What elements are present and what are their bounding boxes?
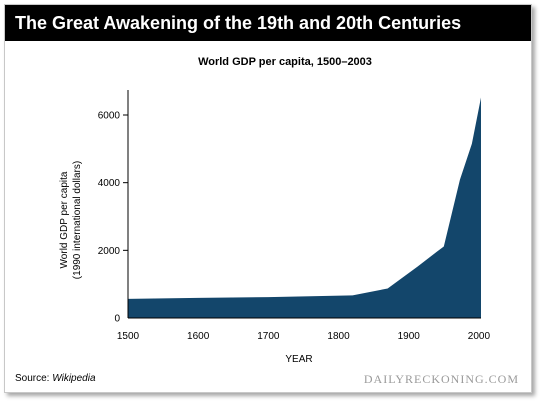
x-tick-label: 1900 <box>398 331 421 342</box>
y-axis-label-line-1: World GDP per capita <box>59 171 70 268</box>
y-tick-label: 2000 <box>98 246 121 257</box>
chart-title: World GDP per capita, 1500–2003 <box>198 56 372 68</box>
brand-watermark: DAILYRECKONING.COM <box>363 372 519 386</box>
source-note: Source: Wikipedia <box>15 373 96 384</box>
x-tick-label: 1800 <box>327 331 350 342</box>
header-bar: The Great Awakening of the 19th and 20th… <box>5 5 531 41</box>
x-axis-label: YEAR <box>285 354 312 365</box>
x-tick-label: 1600 <box>187 331 210 342</box>
source-name: Wikipedia <box>52 373 96 384</box>
figure-frame: The Great Awakening of the 19th and 20th… <box>4 4 532 393</box>
source-label: Source: <box>15 373 53 384</box>
area-series <box>128 97 481 318</box>
header-title: The Great Awakening of the 19th and 20th… <box>15 13 462 33</box>
x-tick-label: 1700 <box>257 331 280 342</box>
y-tick-label: 6000 <box>98 111 121 122</box>
chart: World GDP per capita, 1500–2003 World GD… <box>59 56 491 365</box>
y-tick-label: 0 <box>114 314 120 325</box>
x-tick-label: 2000 <box>468 331 491 342</box>
y-tick-label: 4000 <box>98 178 121 189</box>
x-tick-label: 1500 <box>117 331 140 342</box>
y-axis-label-line-2: (1990 international dollars) <box>72 161 83 279</box>
